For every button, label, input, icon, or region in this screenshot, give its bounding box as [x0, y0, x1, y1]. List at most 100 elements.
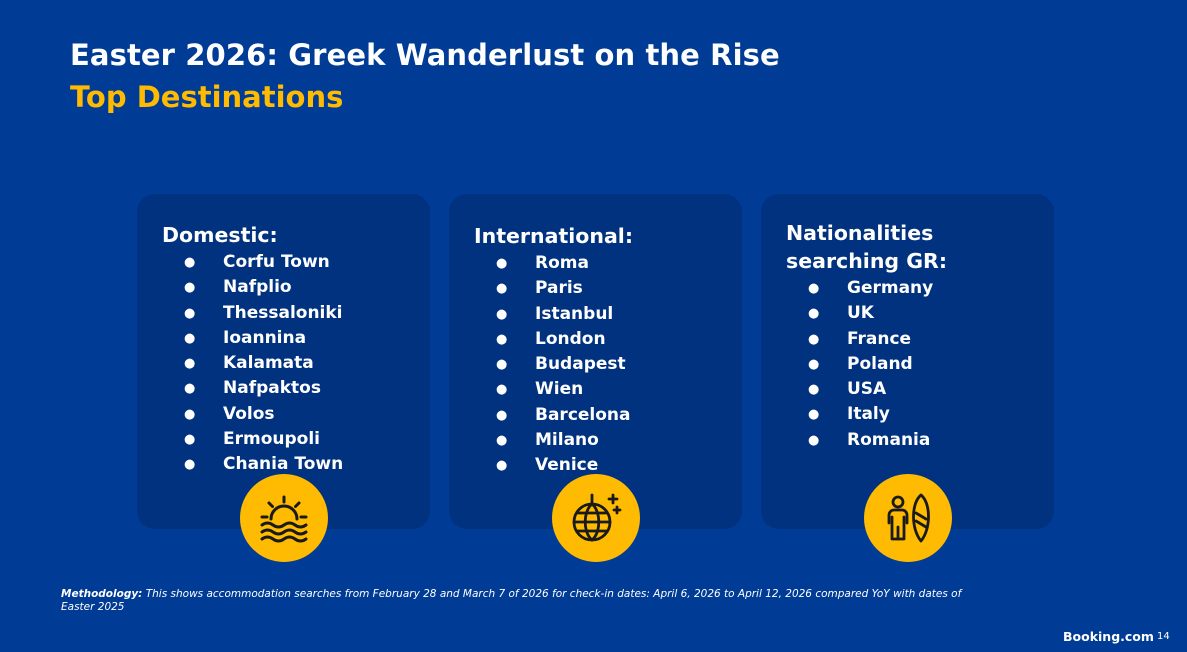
- list-item: ● Nafpaktos: [137, 376, 430, 401]
- list-item: ● USA: [761, 377, 1054, 402]
- list-item-label: Ioannina: [223, 327, 307, 348]
- bullet: ●: [184, 356, 196, 372]
- list-item: ● Roma: [449, 251, 742, 276]
- list-item-label: London: [535, 328, 606, 349]
- nationalities-card: Nationalities searching GR: ● Germany ● UK…: [761, 194, 1054, 529]
- international-card: International: ● Roma ● Paris ● Istanbul ● L…: [449, 194, 742, 529]
- list-item-label: UK: [847, 303, 874, 324]
- card-heading-line: Domestic:: [162, 223, 278, 247]
- bullet: ●: [184, 330, 196, 346]
- list-item-label: Ermoupoli: [223, 429, 320, 450]
- nationalities-icon-badge: [864, 474, 952, 562]
- list-item-label: Wien: [535, 379, 584, 400]
- booking-logo: Booking.com: [1063, 629, 1154, 644]
- page-number: 14: [1157, 631, 1170, 642]
- bullet: ●: [184, 255, 196, 270]
- international-icon-badge: [552, 474, 640, 562]
- list-item-label: Corfu Town: [223, 252, 330, 272]
- list-item: ● Corfu Town: [137, 250, 430, 275]
- bullet: ●: [496, 407, 508, 423]
- card-heading: Nationalities searching GR:: [786, 219, 947, 275]
- bullet: ●: [184, 305, 196, 321]
- nationality-list: ● Germany ● UK ● France ● Poland ● USA ● Italy…: [761, 276, 1054, 453]
- domestic-icon-badge: [240, 474, 328, 562]
- methodology-note: Methodology: This shows accommodation se…: [61, 588, 981, 614]
- bullet: ●: [496, 357, 508, 373]
- bullet: ●: [184, 457, 196, 473]
- list-item-label: Nafpaktos: [223, 378, 321, 399]
- bullet: ●: [496, 331, 508, 347]
- bullet: ●: [808, 331, 820, 347]
- list-item: ● Chania Town: [137, 452, 430, 477]
- bullet: ●: [496, 281, 508, 297]
- list-item: ● Wien: [449, 377, 742, 402]
- card-heading-line: Nationalities: [786, 221, 934, 245]
- list-item-label: Budapest: [535, 354, 626, 375]
- bullet: ●: [808, 432, 820, 448]
- card-heading-line: International:: [474, 224, 634, 248]
- list-item: ● UK: [761, 301, 1054, 326]
- list-item: ● Poland: [761, 352, 1054, 377]
- list-item: ● Volos: [137, 402, 430, 427]
- card-heading: Domestic:: [162, 221, 278, 249]
- slide-subtitle: Top Destinations: [70, 80, 344, 114]
- destination-list: ● Corfu Town ● Nafplio ● Thessaloniki ● Ioan…: [137, 250, 430, 478]
- list-item: ● London: [449, 327, 742, 352]
- list-item-label: Nafplio: [223, 277, 292, 298]
- bullet: ●: [496, 382, 508, 398]
- person-with-surfboard-icon: [887, 493, 930, 543]
- bullet: ●: [808, 281, 820, 296]
- list-item-label: Volos: [223, 403, 275, 424]
- list-item-label: Barcelona: [535, 404, 631, 425]
- list-item: ● Ioannina: [137, 326, 430, 351]
- list-item: ● Kalamata: [137, 351, 430, 376]
- slide-title: Easter 2026: Greek Wanderlust on the Ris…: [70, 38, 780, 72]
- bullet: ●: [184, 280, 196, 296]
- list-item-label: Italy: [847, 404, 890, 425]
- card-heading: International:: [474, 222, 633, 250]
- bullet: ●: [808, 382, 820, 398]
- bullet: ●: [184, 381, 196, 397]
- bullet: ●: [808, 407, 820, 423]
- bullet: ●: [496, 433, 508, 449]
- bullet: ●: [496, 256, 508, 271]
- list-item-label: Paris: [535, 278, 583, 299]
- list-item-label: Chania Town: [223, 454, 344, 475]
- methodology-text: This shows accommodation searches from F…: [61, 588, 962, 613]
- domestic-card: Domestic: ● Corfu Town ● Nafplio ● Thessalo…: [137, 194, 430, 529]
- bullet: ●: [184, 406, 196, 422]
- list-item-label: USA: [847, 379, 887, 400]
- methodology-label: Methodology:: [61, 588, 143, 600]
- bullet: ●: [808, 306, 820, 322]
- disco-ball-icon: [572, 493, 622, 542]
- list-item-label: Poland: [847, 353, 913, 374]
- card-heading-line: searching GR:: [786, 249, 948, 273]
- list-item-label: France: [847, 328, 912, 349]
- list-item: ● Nafplio: [137, 275, 430, 300]
- bullet: ●: [496, 458, 508, 474]
- list-item-label: Milano: [535, 430, 599, 451]
- destination-list: ● Roma ● Paris ● Istanbul ● London ● Budapest…: [449, 251, 742, 479]
- bullet: ●: [184, 432, 196, 448]
- list-item: ● Germany: [761, 276, 1054, 301]
- list-item-label: Venice: [535, 455, 599, 476]
- list-item: ● Budapest: [449, 352, 742, 377]
- list-item: ● Ermoupoli: [137, 427, 430, 452]
- list-item: ● Barcelona: [449, 403, 742, 428]
- list-item: ● Italy: [761, 402, 1054, 427]
- list-item-label: Romania: [847, 429, 931, 450]
- bullet: ●: [496, 306, 508, 322]
- list-item: ● France: [761, 327, 1054, 352]
- list-item: ● Istanbul: [449, 302, 742, 327]
- list-item-label: Thessaloniki: [223, 302, 343, 323]
- list-item: ● Milano: [449, 428, 742, 453]
- bullet: ●: [808, 356, 820, 372]
- list-item: ● Romania: [761, 428, 1054, 453]
- list-item-label: Istanbul: [535, 303, 614, 324]
- list-item-label: Germany: [847, 278, 934, 298]
- list-item-label: Roma: [535, 253, 589, 273]
- list-item: ● Paris: [449, 276, 742, 301]
- list-item: ● Thessaloniki: [137, 301, 430, 326]
- list-item: ● Venice: [449, 453, 742, 478]
- list-item-label: Kalamata: [223, 353, 314, 374]
